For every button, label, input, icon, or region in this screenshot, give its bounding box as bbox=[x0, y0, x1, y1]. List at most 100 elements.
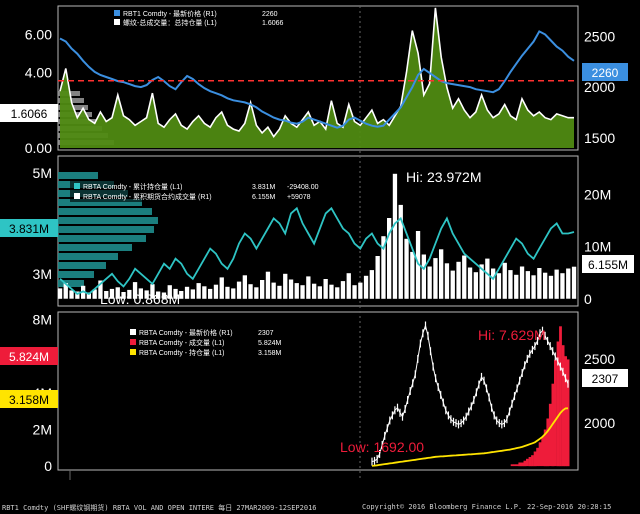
top-area-ratio bbox=[60, 7, 574, 149]
mid-volume-bar bbox=[439, 249, 444, 299]
mid-volume-bar bbox=[381, 236, 386, 299]
bottom-right-tick: 2000 bbox=[584, 415, 615, 431]
mid-volume-bar bbox=[57, 288, 63, 299]
mid-right-tick: 0 bbox=[584, 291, 592, 307]
mid-legend-change: -29408.00 bbox=[287, 184, 319, 191]
top-legend-value: 2260 bbox=[262, 11, 278, 18]
mid-profile-bar bbox=[58, 235, 146, 242]
bottom-left-yellow-value-tag: 3.158M bbox=[9, 393, 49, 407]
bottom-legend-value: 5.824M bbox=[258, 340, 282, 347]
bottom-right-tick: 2500 bbox=[584, 351, 615, 367]
mid-volume-bar bbox=[508, 270, 513, 299]
top-right-value-tag-bg bbox=[582, 63, 628, 81]
mid-volume-bar bbox=[392, 173, 398, 299]
bottom-volume-bar bbox=[510, 464, 514, 467]
mid-volume-bar bbox=[543, 272, 548, 299]
mid-volume-bar bbox=[294, 283, 299, 299]
mid-volume-bar bbox=[531, 275, 536, 299]
mid-volume-bar bbox=[444, 263, 450, 299]
bottom-volume-bar bbox=[533, 451, 537, 467]
mid-volume-bar bbox=[329, 284, 334, 299]
mid-volume-bar bbox=[375, 256, 380, 299]
bottom-legend-label: RBTA Comdty - 成交量 (L1) bbox=[139, 338, 224, 347]
footer-copyright-text: Copyright© 2016 Bloomberg Finance L.P. bbox=[362, 503, 523, 511]
mid-volume-bar bbox=[173, 288, 178, 299]
mid-right-value-tag: 6.155M bbox=[588, 258, 628, 272]
mid-volume-bar bbox=[340, 281, 346, 299]
bottom-volume-bar bbox=[515, 464, 519, 467]
mid-volume-bar bbox=[410, 251, 415, 299]
top-left-tick: 6.00 bbox=[25, 26, 52, 42]
top-legend-value: 1.6066 bbox=[262, 20, 284, 27]
mid-volume-bar bbox=[109, 288, 115, 299]
mid-legend-value: 6.155M bbox=[252, 194, 276, 201]
mid-left-tick: 5M bbox=[33, 165, 52, 181]
mid-profile-bar bbox=[58, 199, 142, 206]
mid-profile-bar bbox=[58, 217, 158, 224]
mid-profile-bar bbox=[58, 244, 132, 251]
top-left-value-tag-bg bbox=[0, 104, 58, 122]
mid-volume-bar bbox=[537, 268, 542, 299]
mid-volume-bar bbox=[404, 238, 409, 299]
top-legend-bg bbox=[110, 8, 310, 28]
bottom-volume-bar bbox=[554, 359, 557, 467]
mid-volume-bar bbox=[312, 283, 317, 299]
mid-volume-bar bbox=[479, 264, 484, 299]
mid-volume-bar bbox=[231, 288, 236, 299]
bottom-volume-bar bbox=[556, 341, 560, 467]
bottom-volume-bar bbox=[548, 403, 552, 467]
top-legend-swatch bbox=[114, 10, 120, 16]
bottom-right-value-tag-bg bbox=[582, 369, 628, 387]
top-right-tick: 1500 bbox=[584, 130, 615, 146]
mid-profile-bar bbox=[58, 271, 94, 278]
mid-volume-bar bbox=[236, 281, 242, 299]
top-left-tick: 4.00 bbox=[25, 64, 52, 80]
mid-volume-bar bbox=[554, 269, 559, 299]
footer-security-text: RBT1 Comdty (SHF螺纹钢期货) RBTA VOL AND OPEN… bbox=[2, 504, 317, 512]
bottom-left-red-value-tag-bg bbox=[0, 347, 58, 365]
bottom-left-tick: 8M bbox=[33, 312, 52, 328]
mid-volume-bar bbox=[138, 288, 143, 299]
mid-volume-bar bbox=[525, 271, 530, 299]
bottom-legend-bg bbox=[126, 326, 290, 358]
bottom-volume-bar bbox=[526, 458, 529, 467]
bottom-line-open-interest bbox=[371, 407, 569, 467]
bottom-left-red-value-tag: 5.824M bbox=[9, 350, 49, 364]
top-line-price bbox=[59, 30, 575, 129]
mid-volume-bar bbox=[306, 276, 311, 299]
mid-volume-bar bbox=[225, 286, 230, 299]
mid-legend-bg bbox=[70, 180, 328, 202]
mid-volume-bar bbox=[208, 288, 213, 299]
mid-volume-bar bbox=[265, 271, 271, 299]
mid-legend-swatch bbox=[74, 193, 80, 199]
mid-volume-bar bbox=[519, 266, 525, 299]
mid-line-open-interest bbox=[59, 206, 575, 295]
mid-volume-bar bbox=[502, 262, 507, 299]
mid-right-tick: 10M bbox=[584, 239, 611, 255]
bottom-volume-bar bbox=[566, 359, 570, 467]
bottom-left-yellow-value-tag-bg bbox=[0, 390, 58, 408]
mid-volume-bar bbox=[456, 261, 461, 299]
bottom-volume-bar bbox=[523, 460, 527, 467]
bottom-legend-label: RBTA Comdty - 持仓量 (L1) bbox=[139, 348, 224, 357]
mid-volume-bar bbox=[485, 258, 490, 299]
mid-volume-bar bbox=[63, 283, 68, 299]
mid-volume-bar bbox=[271, 282, 276, 299]
mid-volume-bar bbox=[335, 287, 340, 299]
mid-volume-bar bbox=[548, 275, 554, 299]
bottom-volume-bar bbox=[531, 455, 534, 467]
mid-volume-bar bbox=[156, 291, 161, 299]
top-legend-swatch bbox=[114, 19, 120, 25]
mid-volume-bar bbox=[167, 285, 172, 299]
mid-volume-bar bbox=[415, 231, 421, 299]
top-left-value-tag: 1.6066 bbox=[11, 107, 48, 121]
bottom-volume-bar bbox=[564, 356, 567, 467]
mid-volume-bar bbox=[491, 268, 496, 299]
mid-volume-bar bbox=[213, 284, 219, 299]
mid-volume-bar bbox=[98, 280, 103, 299]
mid-volume-bar bbox=[196, 283, 201, 299]
bottom-volume-bar bbox=[561, 345, 565, 467]
mid-volume-bar bbox=[323, 279, 328, 299]
bottom-volume-bar bbox=[543, 429, 547, 467]
